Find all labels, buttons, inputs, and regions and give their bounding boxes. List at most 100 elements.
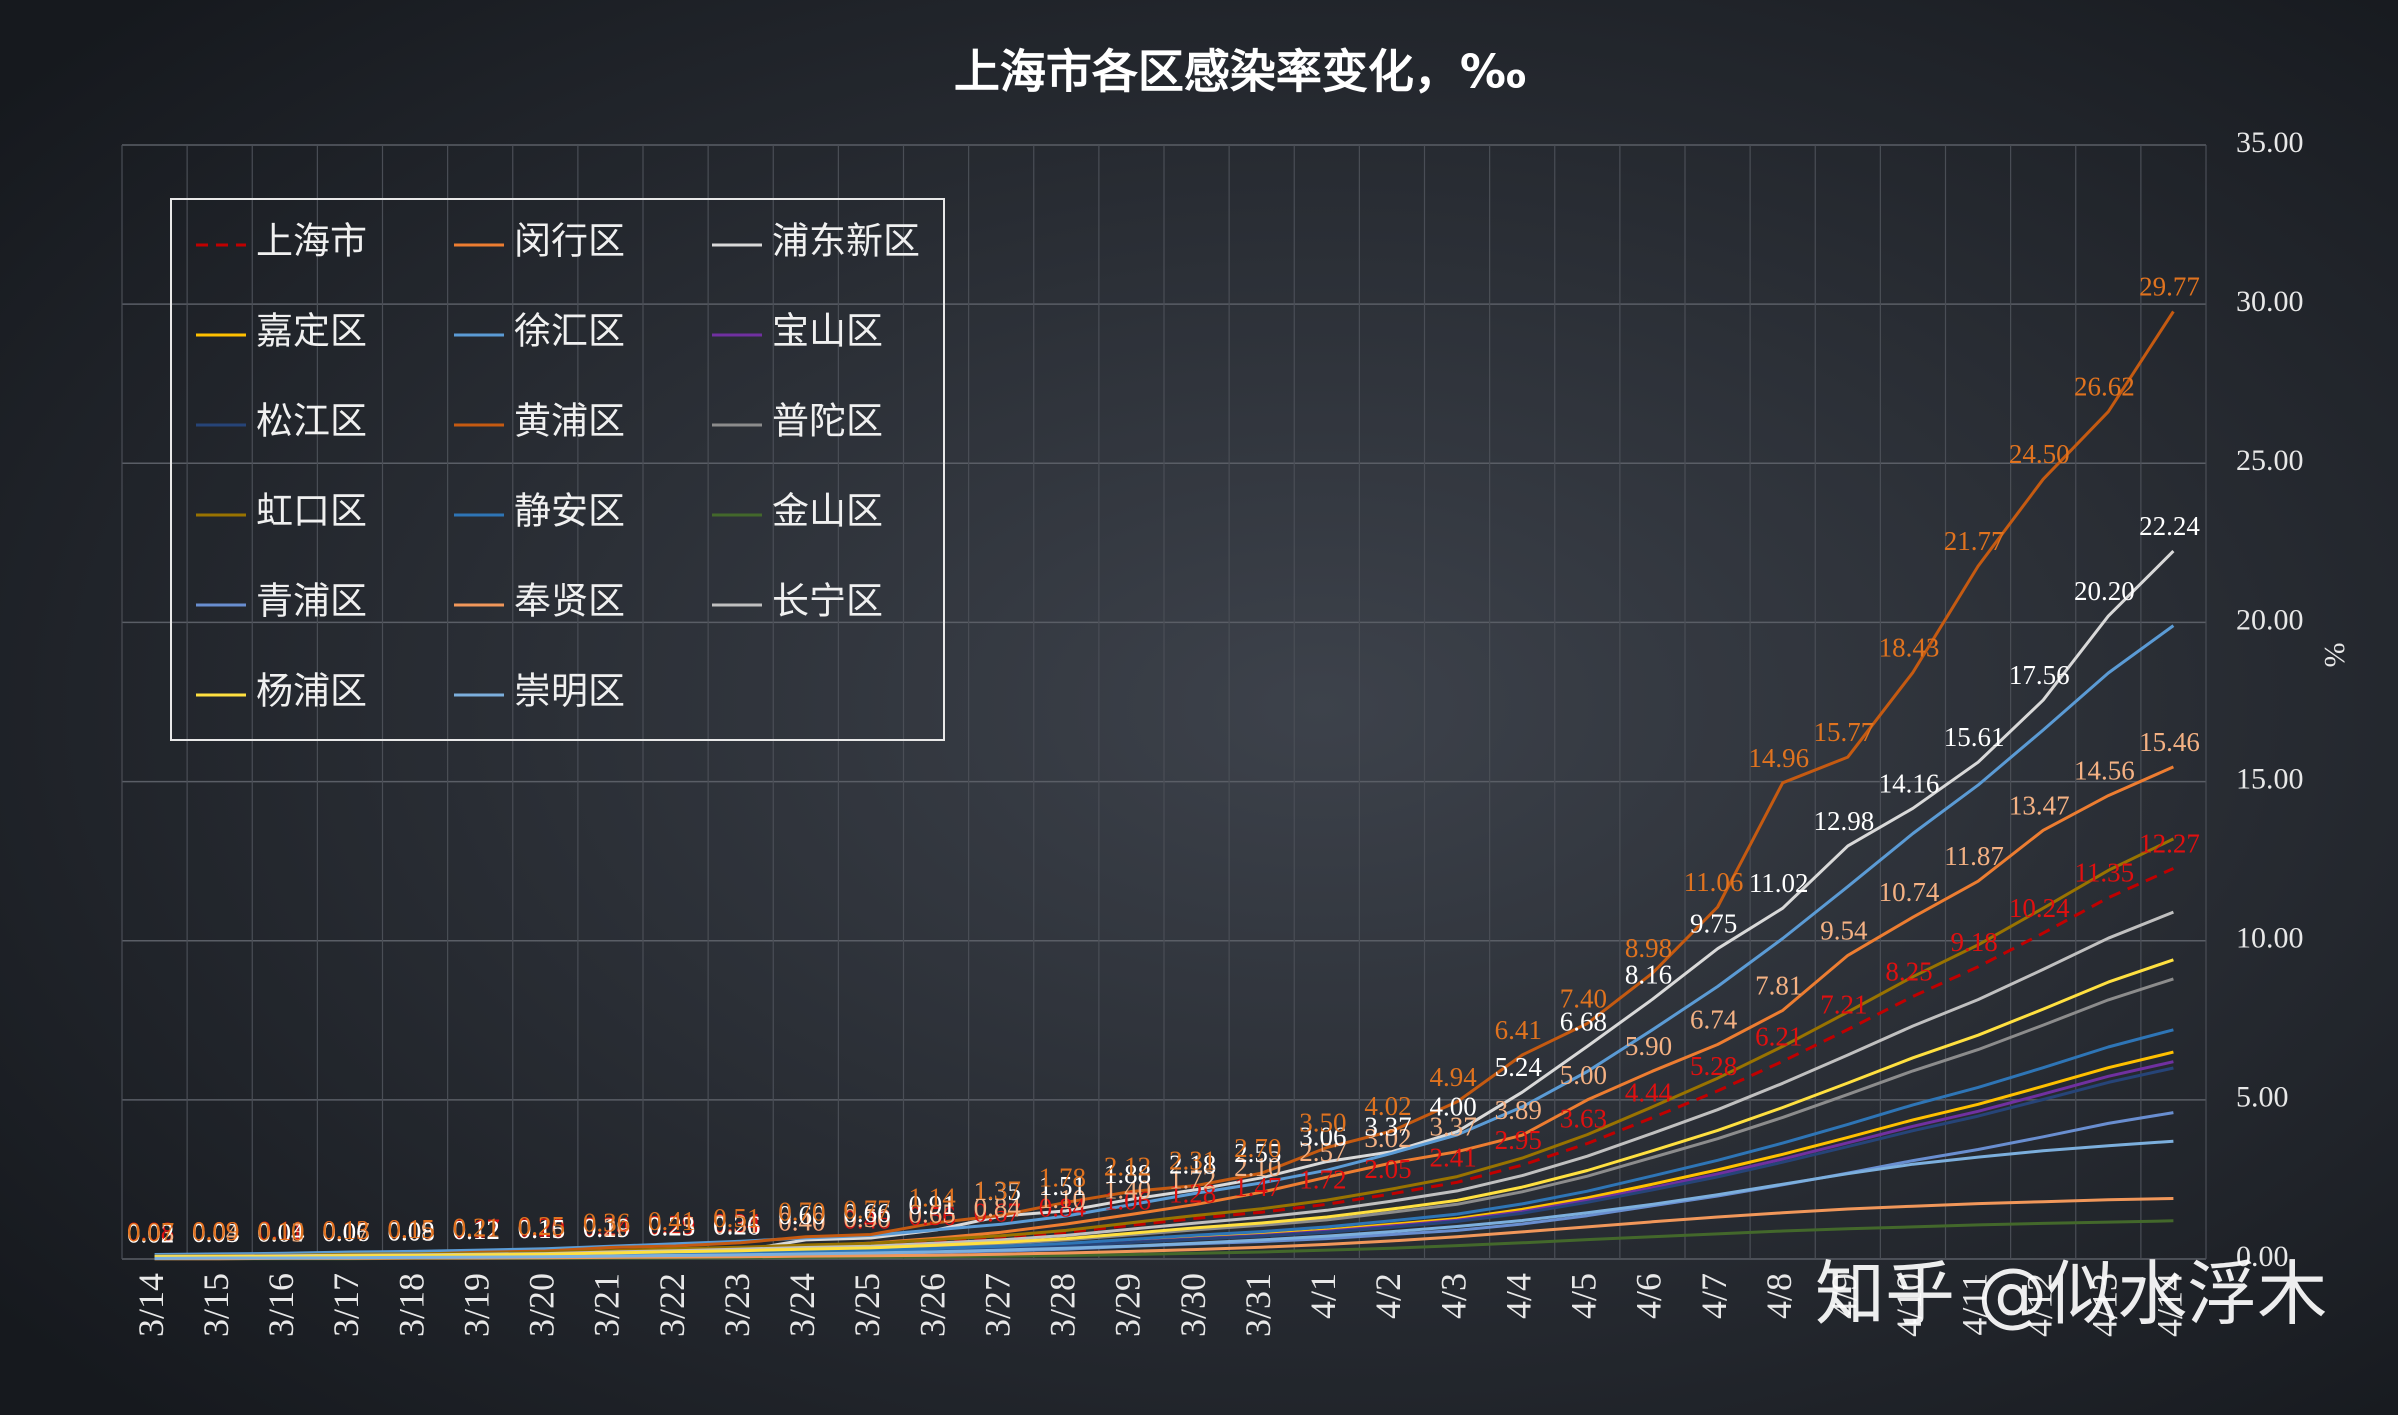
series-line [154,867,2175,1258]
data-label: 0.11 [258,1215,304,1245]
data-label: 0.07 [127,1217,174,1247]
legend-box [170,198,945,741]
data-label: 0.91 [908,1190,955,1220]
data-label: 2.18 [1169,1150,1216,1180]
legend-label: 嘉定区 [256,310,367,352]
data-label: 1.14 [908,1183,956,1213]
data-label: 0.05 [257,1217,304,1247]
legend-label: 崇明区 [514,671,625,712]
data-label: 0.09 [192,1216,239,1246]
data-label: 0.50 [843,1203,890,1233]
x-tick-label: 4/1 [1303,1273,1343,1319]
x-tick-label: 3/17 [326,1273,366,1337]
data-label: 4.94 [1429,1062,1477,1092]
data-label: 5.24 [1495,1052,1543,1082]
data-label: 11.06 [1684,867,1744,897]
data-label: 0.25 [648,1211,695,1241]
y-tick-label: 0.00 [2236,1240,2289,1273]
data-label: 4.02 [1364,1091,1411,1121]
data-label: 0.08 [127,1216,174,1246]
data-label: 0.20 [518,1213,565,1243]
data-label: 7.81 [1755,970,1802,1000]
x-tick-label: 4/8 [1759,1273,1799,1319]
y-tick-label: 10.00 [2236,922,2304,955]
series-line [154,1139,2174,1260]
x-tick-label: 3/14 [131,1273,171,1337]
data-label: 1.88 [1104,1159,1151,1189]
data-label: 0.40 [778,1206,825,1236]
data-label: 11.35 [2074,858,2134,888]
data-label: 3.50 [1299,1108,1346,1138]
data-label: 1.06 [1104,1185,1151,1215]
legend-label: 普陀区 [772,400,883,442]
legend-label: 宝山区 [772,310,883,352]
y-tick-label: 20.00 [2236,603,2304,636]
y-axis-label: % [2318,643,2351,668]
data-label: 0.03 [192,1218,239,1248]
data-label: 6.21 [1755,1021,1802,1051]
x-tick-label: 4/14 [2150,1273,2190,1337]
data-label: 15.61 [1944,722,2005,752]
legend-label: 静安区 [514,490,625,532]
data-label: 0.60 [778,1200,825,1230]
legend-label: 杨浦区 [256,670,367,712]
data-label: 0.31 [713,1209,760,1239]
legend-label: 青浦区 [256,580,367,622]
series-line [154,958,2174,1259]
data-label: 6.68 [1560,1006,1607,1036]
data-label: 5.28 [1690,1051,1737,1081]
data-label: 6.41 [1495,1015,1542,1045]
data-label: 0.65 [908,1198,955,1228]
x-tick-label: 3/21 [587,1273,627,1337]
data-label: 0.24 [583,1211,631,1241]
data-label: 14.96 [1748,743,1809,773]
data-label: 0.34 [713,1208,761,1238]
data-label: 14.16 [1879,768,1940,798]
data-label: 0.07 [322,1217,369,1247]
data-label: 0.66 [843,1198,890,1228]
x-tick-label: 3/29 [1108,1273,1148,1337]
data-label: 12.27 [2139,828,2200,858]
data-label: 1.37 [974,1175,1021,1205]
x-tick-label: 4/11 [1954,1273,1994,1336]
data-label: 7.40 [1560,983,1607,1013]
data-label: 15.46 [2139,727,2200,757]
data-label: 2.05 [1364,1154,1411,1184]
data-label: 0.21 [453,1212,500,1242]
x-tick-label: 3/15 [196,1273,236,1337]
data-label: 14.56 [2074,756,2135,786]
data-label: 0.12 [453,1215,500,1245]
data-label: 0.09 [192,1216,239,1246]
x-tick-label: 4/10 [1889,1273,1929,1337]
data-label: 11.02 [1749,868,1809,898]
x-tick-label: 3/27 [977,1273,1017,1337]
y-tick-label: 30.00 [2236,285,2304,318]
data-label: 24.50 [2009,439,2070,469]
legend-label: 奉贤区 [514,580,625,622]
data-label: 0.41 [648,1206,695,1236]
data-label: 26.62 [2074,372,2135,402]
x-tick-label: 4/2 [1368,1273,1408,1319]
legend-label: 浦东新区 [772,220,920,262]
data-label: 0.77 [843,1194,890,1224]
x-tick-label: 4/4 [1498,1273,1538,1319]
data-label: 0.29 [648,1210,695,1240]
x-tick-label: 4/3 [1433,1273,1473,1319]
data-label: 7.21 [1820,990,1867,1020]
data-label: 0.51 [713,1203,760,1233]
data-label: 21.77 [1944,526,2005,556]
data-label: 2.95 [1495,1125,1542,1155]
data-label: 0.12 [453,1215,500,1245]
x-tick-label: 3/25 [847,1273,887,1337]
legend-label: 长宁区 [772,580,883,622]
data-label: 0.46 [843,1204,890,1234]
watermark: 知乎 @似水浮木 [1815,1253,2327,1335]
x-tick-label: 4/6 [1629,1273,1669,1319]
series-line [154,624,2175,1256]
x-tick-label: 3/16 [261,1273,301,1337]
x-tick-label: 3/26 [912,1273,952,1337]
x-tick-label: 3/18 [391,1273,431,1337]
data-label: 0.15 [518,1214,565,1244]
data-label: 0.15 [387,1214,434,1244]
